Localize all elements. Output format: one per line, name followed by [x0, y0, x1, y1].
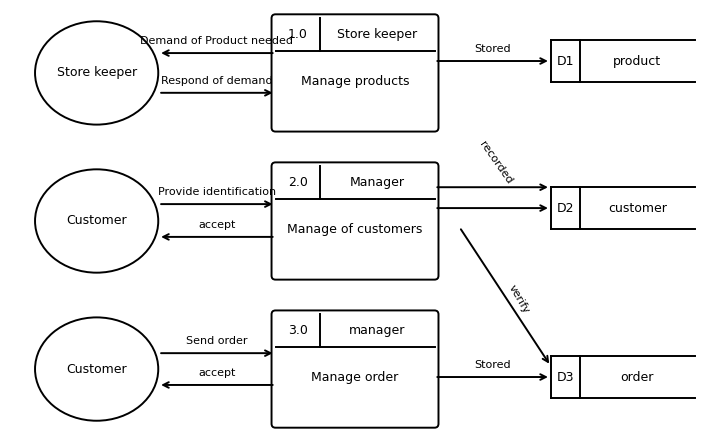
- Text: Manage of customers: Manage of customers: [287, 223, 423, 236]
- Text: Manage products: Manage products: [301, 75, 409, 88]
- Text: manager: manager: [349, 324, 406, 337]
- Text: customer: customer: [608, 202, 667, 214]
- Ellipse shape: [35, 169, 159, 273]
- Text: Send order: Send order: [186, 336, 248, 346]
- Text: Store keeper: Store keeper: [337, 28, 418, 41]
- Text: 1.0: 1.0: [288, 28, 308, 41]
- FancyBboxPatch shape: [271, 14, 438, 132]
- FancyBboxPatch shape: [271, 310, 438, 428]
- Text: verify: verify: [507, 283, 531, 316]
- FancyBboxPatch shape: [271, 162, 438, 280]
- Text: Manage order: Manage order: [311, 371, 398, 384]
- Text: order: order: [620, 370, 654, 384]
- Text: Customer: Customer: [66, 214, 127, 228]
- Text: D1: D1: [556, 54, 574, 68]
- Text: D3: D3: [556, 370, 574, 384]
- Text: product: product: [613, 54, 661, 68]
- Text: 3.0: 3.0: [288, 324, 308, 337]
- Text: Provide identification: Provide identification: [158, 187, 276, 197]
- Text: Stored: Stored: [474, 360, 511, 370]
- Text: Demand of Product needed: Demand of Product needed: [141, 36, 293, 46]
- Text: Customer: Customer: [66, 362, 127, 376]
- Ellipse shape: [35, 21, 159, 125]
- Text: recorded: recorded: [478, 139, 515, 186]
- Text: Stored: Stored: [474, 44, 511, 54]
- Text: Respond of demand: Respond of demand: [161, 76, 273, 86]
- Ellipse shape: [35, 317, 159, 421]
- Text: accept: accept: [198, 368, 236, 378]
- Text: Store keeper: Store keeper: [56, 66, 136, 80]
- Text: 2.0: 2.0: [288, 176, 308, 189]
- Text: accept: accept: [198, 220, 236, 230]
- Text: D2: D2: [556, 202, 574, 214]
- Text: Manager: Manager: [350, 176, 405, 189]
